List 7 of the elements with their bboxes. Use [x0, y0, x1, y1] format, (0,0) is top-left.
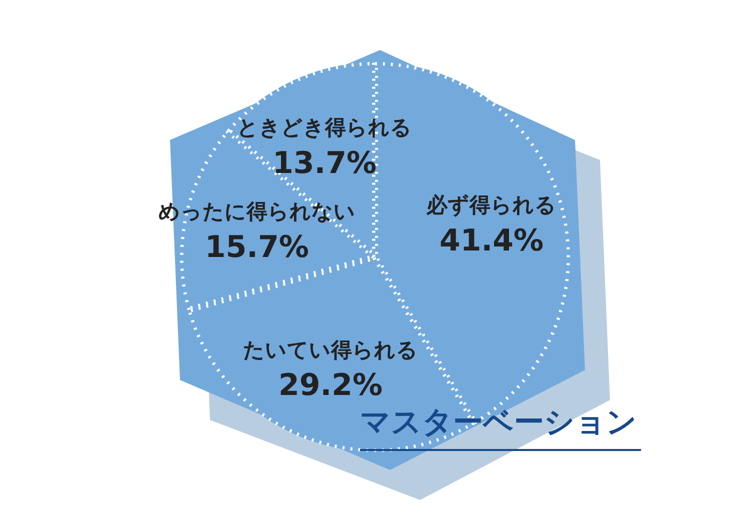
slice-label: ときどき得られる	[237, 116, 412, 140]
data-label: 13.7%	[272, 146, 377, 181]
data-label: 15.7%	[204, 230, 309, 265]
data-label: 41.4%	[439, 224, 544, 259]
data-label: 29.2%	[278, 368, 383, 404]
slice-label: たいてい得られる	[242, 338, 418, 362]
slice-label: 必ず得られる	[426, 193, 557, 218]
